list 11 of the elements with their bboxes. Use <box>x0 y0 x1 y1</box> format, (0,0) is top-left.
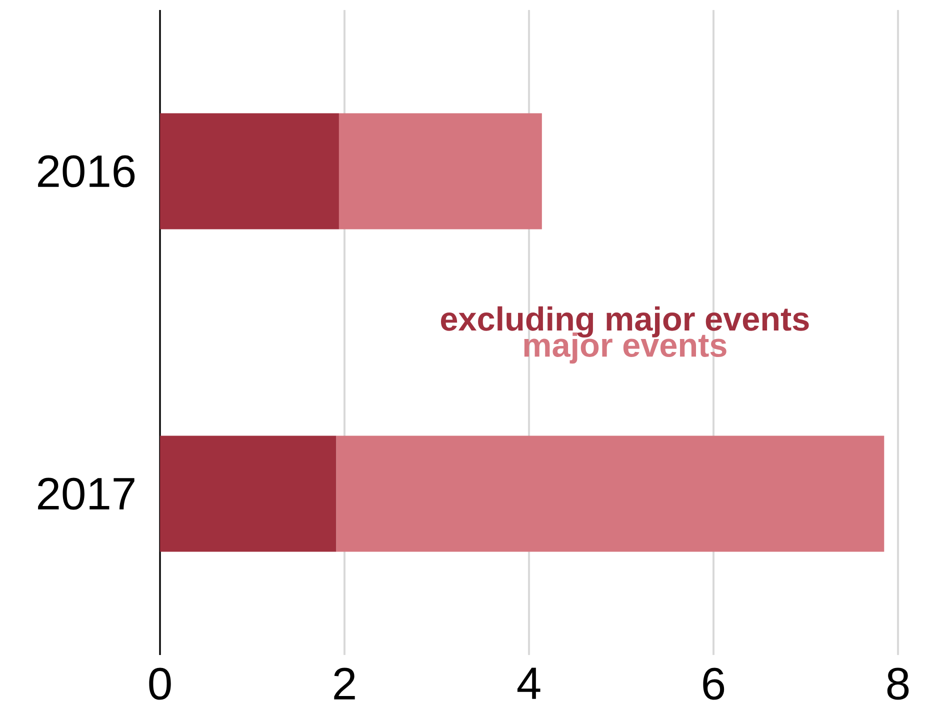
bar <box>336 436 884 552</box>
y-tick-label: 2017 <box>38 478 134 510</box>
x-tick-label: 8 <box>887 668 909 700</box>
x-tick-label: 2 <box>334 668 355 700</box>
bar <box>160 436 336 552</box>
x-tick-label: 4 <box>517 668 540 699</box>
x-tick-label: 0 <box>149 668 171 700</box>
y-tick-label: 2016 <box>38 155 135 188</box>
bar <box>338 113 542 230</box>
bar <box>160 113 339 230</box>
x-tick-label: 6 <box>703 668 724 700</box>
